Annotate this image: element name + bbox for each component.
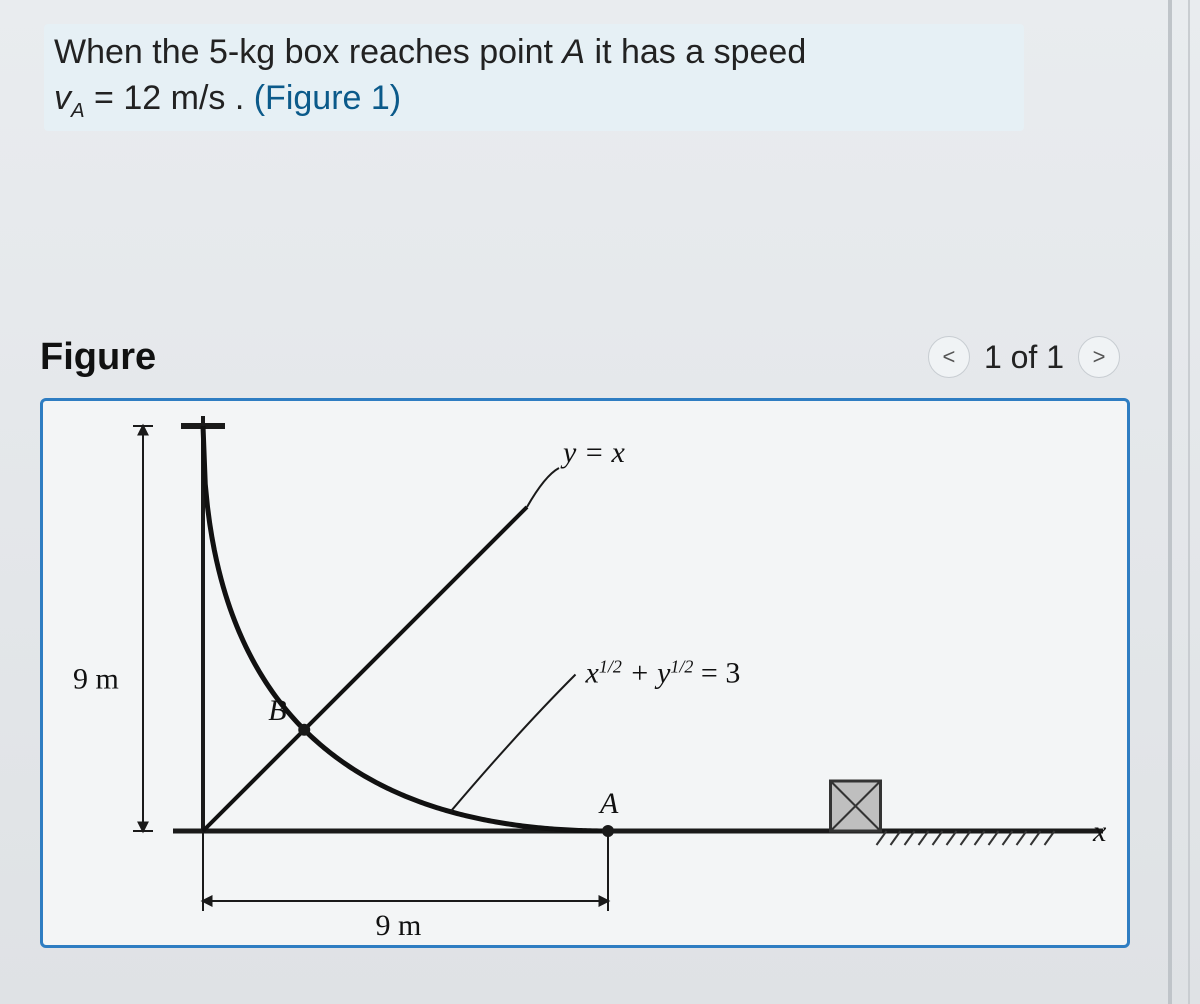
problem-text-1: When the 5-kg box reaches point bbox=[54, 33, 562, 71]
figure-panel: x 9 m 9 m y = x B Ax1/2 + y1/2 = 3 bbox=[40, 398, 1130, 948]
figure-heading: Figure bbox=[40, 336, 156, 379]
pager-text: 1 of 1 bbox=[984, 339, 1064, 376]
svg-text:A: A bbox=[598, 787, 619, 820]
panel-divider bbox=[1168, 0, 1172, 1004]
point-A: A bbox=[562, 33, 585, 71]
figure-pager: < 1 of 1 > bbox=[928, 336, 1120, 378]
problem-statement: When the 5-kg box reaches point A it has… bbox=[44, 24, 1024, 131]
svg-text:x: x bbox=[1092, 815, 1107, 848]
diagram-canvas: x 9 m 9 m y = x B Ax1/2 + y1/2 = 3 bbox=[43, 401, 1127, 945]
svg-text:9 m: 9 m bbox=[73, 663, 119, 696]
figure-link[interactable]: (Figure 1) bbox=[254, 79, 401, 117]
svg-text:y = x: y = x bbox=[560, 436, 626, 469]
svg-text:9 m: 9 m bbox=[376, 909, 422, 942]
eq-text: = 12 m/s . bbox=[85, 79, 254, 117]
var-sub: A bbox=[71, 100, 85, 122]
svg-text:B: B bbox=[268, 694, 286, 727]
var-v: v bbox=[54, 79, 71, 117]
svg-text:x1/2 + y1/2 = 3: x1/2 + y1/2 = 3 bbox=[585, 657, 741, 690]
next-figure-button[interactable]: > bbox=[1078, 336, 1120, 378]
prev-figure-button[interactable]: < bbox=[928, 336, 970, 378]
panel-divider-2 bbox=[1188, 0, 1190, 1004]
problem-text-2: it has a speed bbox=[585, 33, 806, 71]
